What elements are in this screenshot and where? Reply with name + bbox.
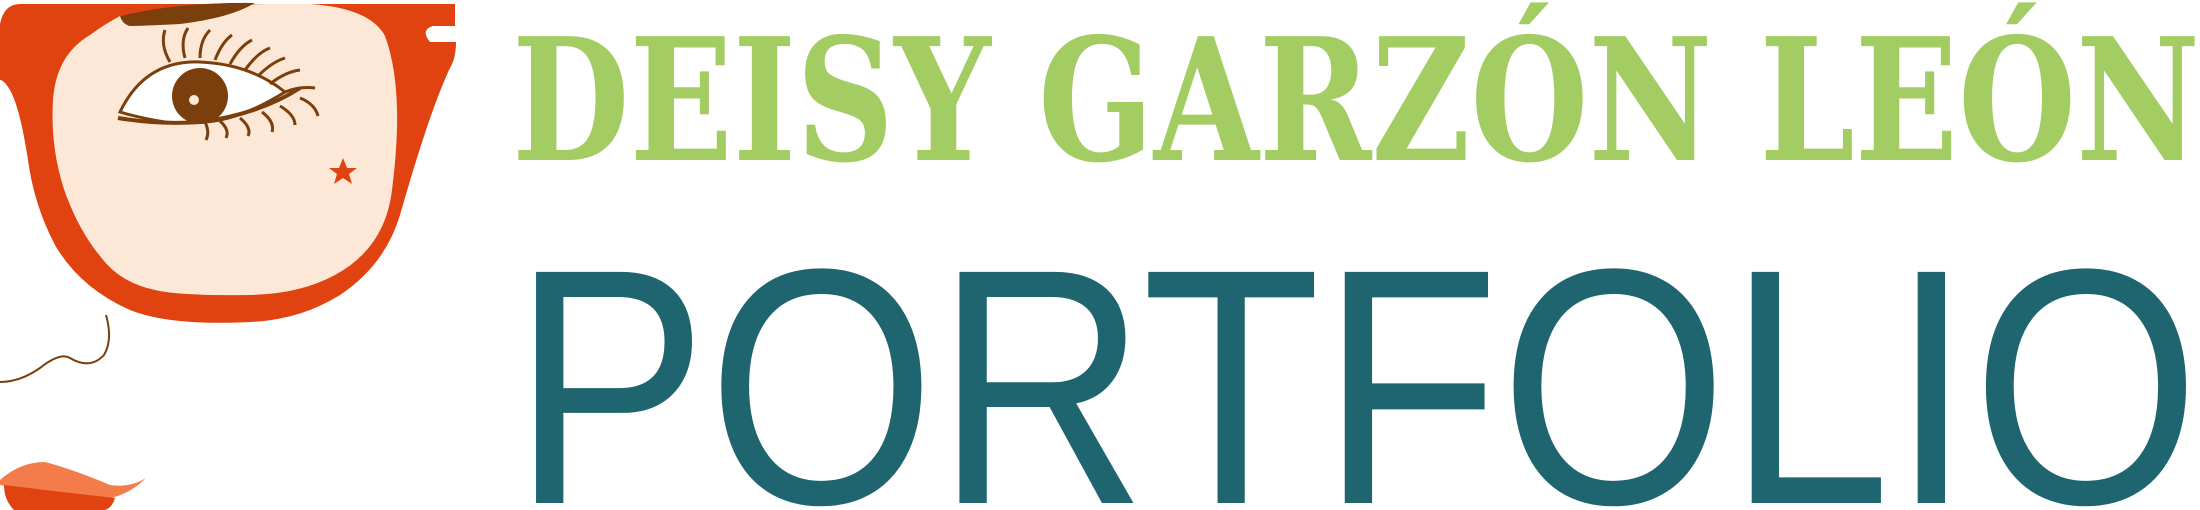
lens [52, 3, 398, 296]
pupil-light [189, 95, 199, 105]
person-name: DEISY GARZÓN LEÓN [512, 1, 2200, 201]
lower-lip [4, 485, 115, 510]
iris [172, 68, 228, 124]
star [329, 158, 357, 184]
lashes [161, 27, 320, 141]
lash-line [117, 86, 302, 125]
face-illustration [0, 2, 456, 510]
eyebrow [120, 2, 255, 26]
nose [0, 314, 110, 383]
portfolio-title: PORTFOLIO [512, 200, 2200, 510]
